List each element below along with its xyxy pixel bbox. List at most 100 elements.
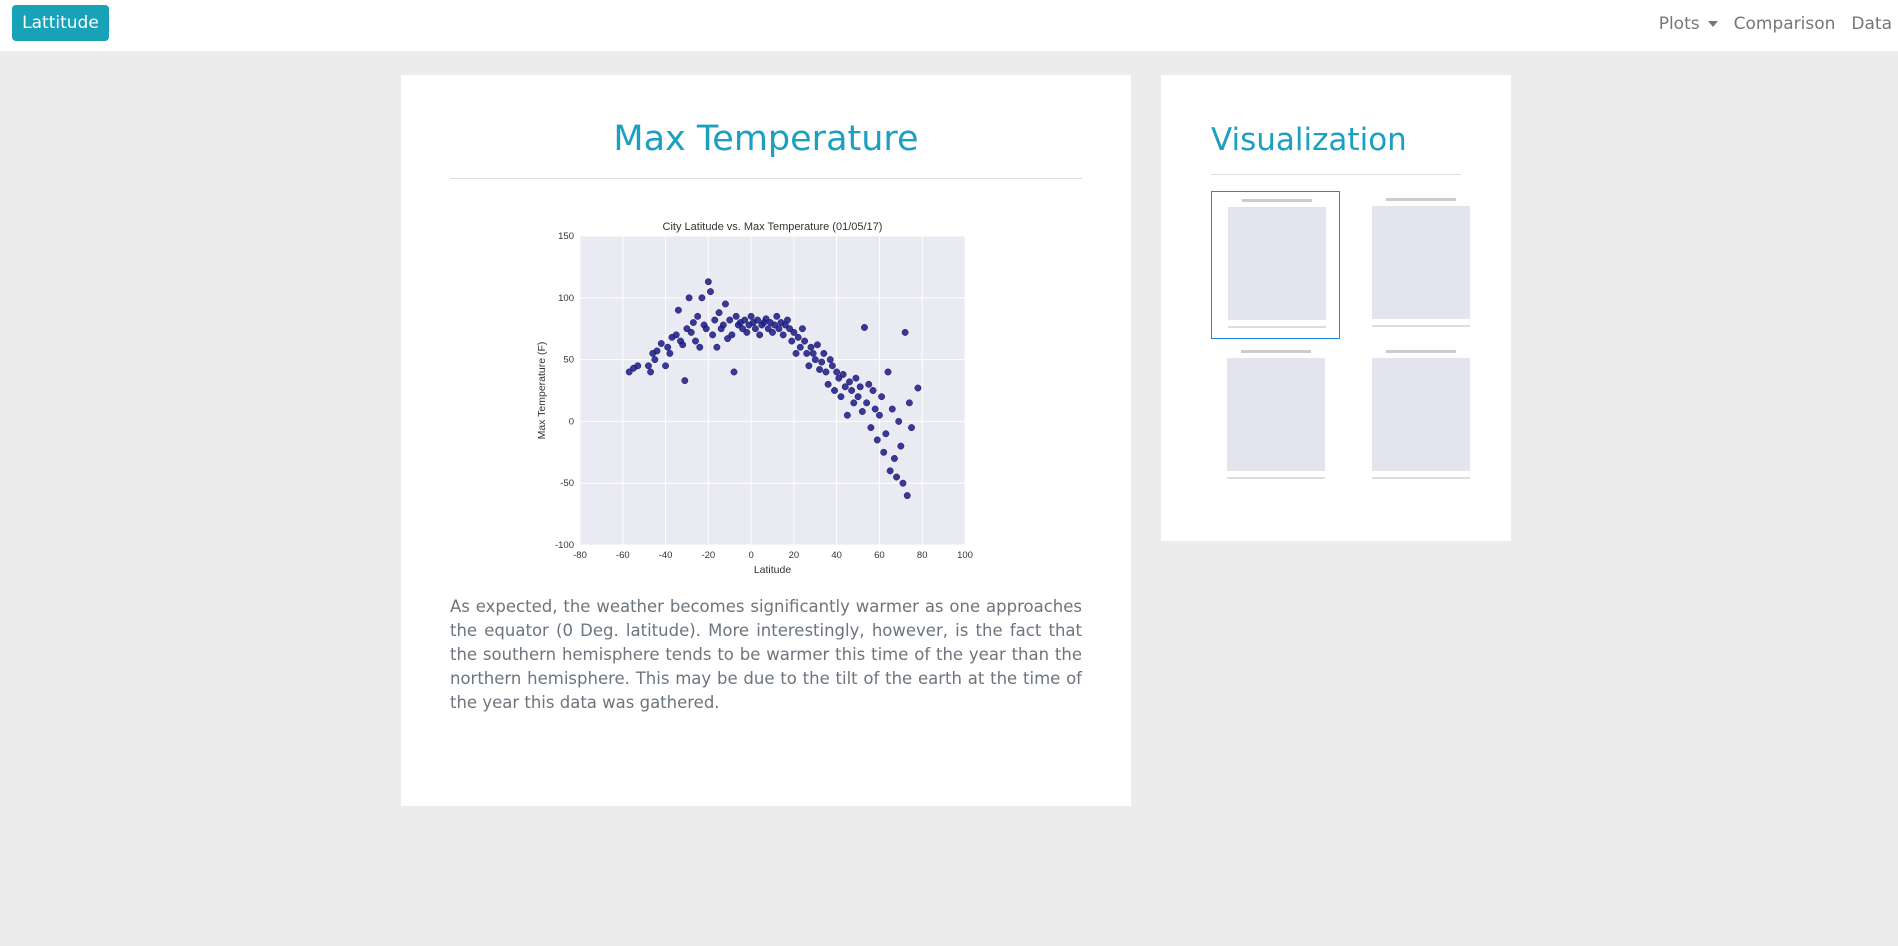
point <box>747 312 755 320</box>
point <box>775 325 783 333</box>
point <box>805 362 813 370</box>
thumbnail[interactable] <box>1211 343 1340 491</box>
y-tick-label: 0 <box>569 416 574 427</box>
point <box>863 399 871 407</box>
point <box>837 393 845 401</box>
point <box>732 312 740 320</box>
point <box>852 374 860 382</box>
point <box>850 399 858 407</box>
point <box>689 319 697 326</box>
caret <box>1707 20 1718 27</box>
point <box>769 328 776 336</box>
thumb-axis <box>1372 477 1470 479</box>
point <box>692 337 699 345</box>
point <box>647 368 655 376</box>
x-tick-label: -80 <box>573 550 587 561</box>
point <box>858 408 866 415</box>
point <box>813 341 821 349</box>
point <box>865 380 873 388</box>
y-tick-label: -50 <box>560 478 574 489</box>
point <box>841 383 849 391</box>
divider <box>1211 174 1461 175</box>
point <box>790 328 798 336</box>
point <box>653 347 661 355</box>
plot-area <box>580 236 965 545</box>
point <box>702 325 710 333</box>
thumbnail[interactable] <box>1356 343 1485 491</box>
description: As expected, the weather becomes signifi… <box>450 597 1082 712</box>
thumb-title <box>1241 350 1311 353</box>
point <box>878 393 886 401</box>
point <box>664 343 672 351</box>
point <box>833 368 841 376</box>
point <box>875 411 883 419</box>
point <box>884 368 892 376</box>
point <box>698 294 706 302</box>
point <box>809 349 817 357</box>
point <box>726 316 734 324</box>
point <box>843 411 851 419</box>
point <box>903 492 911 500</box>
point <box>696 343 704 351</box>
point <box>715 309 723 317</box>
y-tick-label: 100 <box>558 293 574 304</box>
point <box>890 455 898 462</box>
point <box>672 331 680 339</box>
point <box>721 300 729 308</box>
point <box>713 343 721 351</box>
point <box>634 362 642 370</box>
point <box>873 436 881 444</box>
point <box>719 321 727 329</box>
point <box>897 442 905 450</box>
point <box>871 405 879 413</box>
point <box>820 349 828 357</box>
point <box>728 331 736 339</box>
point <box>709 331 717 339</box>
point <box>687 328 695 336</box>
y-axis-label: Max Temperature (F) <box>536 342 548 440</box>
point <box>895 417 903 425</box>
thumb-axis <box>1227 477 1325 479</box>
nav-link[interactable]: Data <box>1851 13 1892 34</box>
point <box>756 331 764 339</box>
point <box>861 324 868 331</box>
thumb-axis <box>1372 325 1470 327</box>
nav-dropdown[interactable]: Plots <box>1659 14 1718 34</box>
point <box>681 377 689 385</box>
point <box>730 368 738 376</box>
point <box>831 387 838 394</box>
x-axis-label: Latitude <box>754 564 792 576</box>
point <box>754 316 761 324</box>
point <box>869 387 877 394</box>
thumb-axis <box>1228 326 1326 328</box>
point <box>803 349 811 357</box>
point <box>651 356 659 364</box>
navbar: Lattitude Plots Comparison Data <box>0 0 1898 51</box>
point <box>888 405 896 413</box>
point <box>779 331 787 339</box>
point <box>741 316 749 324</box>
x-tick-label: 100 <box>957 550 973 561</box>
point <box>905 399 913 407</box>
point <box>794 333 802 341</box>
nav-links: Plots Comparison Data <box>1659 0 1892 47</box>
point <box>818 358 826 366</box>
y-tick-label: -100 <box>555 540 574 551</box>
point <box>711 316 719 324</box>
sidebar-card: Visualization <box>1161 75 1511 541</box>
thumbnail[interactable] <box>1211 191 1340 339</box>
thumbnail[interactable] <box>1356 191 1485 339</box>
thumb-plot <box>1227 358 1325 471</box>
point <box>816 366 824 373</box>
nav-link[interactable]: Plots <box>1658 13 1700 34</box>
point <box>839 370 847 378</box>
x-tick-label: -20 <box>701 550 715 561</box>
point <box>807 343 815 351</box>
brand-button[interactable]: Lattitude <box>12 5 109 41</box>
point <box>784 316 791 324</box>
thumb-title <box>1242 199 1312 202</box>
point <box>824 380 832 388</box>
nav-link[interactable]: Comparison <box>1733 13 1836 34</box>
thumb-title <box>1386 350 1456 353</box>
